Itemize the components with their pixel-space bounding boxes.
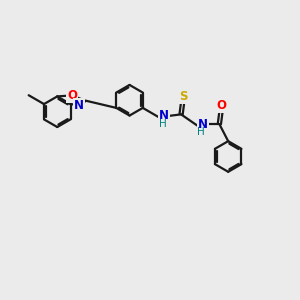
Text: N: N bbox=[198, 118, 208, 130]
Text: N: N bbox=[74, 99, 84, 112]
Text: H: H bbox=[197, 127, 205, 137]
Text: H: H bbox=[159, 119, 167, 129]
Text: S: S bbox=[179, 90, 188, 103]
Text: N: N bbox=[159, 109, 169, 122]
Text: O: O bbox=[217, 99, 227, 112]
Text: O: O bbox=[67, 89, 77, 102]
